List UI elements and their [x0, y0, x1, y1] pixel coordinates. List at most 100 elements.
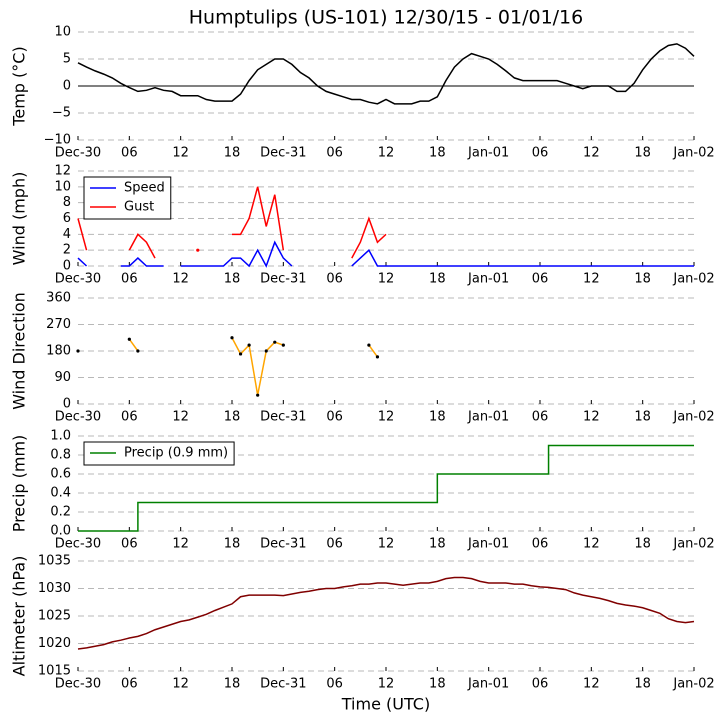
- y-tick-label: 0.6: [50, 467, 71, 482]
- x-tick-label: 12: [378, 146, 395, 161]
- x-tick-label: 12: [583, 537, 600, 552]
- y-tick-label: 4: [63, 227, 71, 242]
- y-tick-label: 0: [63, 79, 71, 94]
- x-tick-label: 18: [224, 146, 241, 161]
- series-line: [351, 248, 694, 267]
- series-line: [77, 43, 695, 105]
- y-tick-label: 0.8: [50, 448, 71, 463]
- x-tick-label: 18: [429, 537, 446, 552]
- x-tick-label: 18: [224, 677, 241, 692]
- x-tick-label: Jan-02: [672, 537, 714, 552]
- x-tick-label: Jan-02: [672, 272, 714, 287]
- legend-box: [83, 176, 172, 220]
- series-line: [128, 338, 139, 352]
- x-tick-label: 12: [172, 537, 189, 552]
- x-tick-label: 12: [172, 677, 189, 692]
- x-tick-label: 06: [326, 410, 343, 425]
- y-tick-label: 10: [54, 179, 71, 194]
- x-tick-label: Dec-30: [55, 272, 101, 287]
- x-tick-label: Jan-02: [672, 677, 714, 692]
- y-tick-label: 10: [54, 25, 71, 40]
- x-tick-label: Jan-01: [467, 410, 509, 425]
- x-tick-label: Dec-31: [260, 146, 306, 161]
- y-tick-label: 8: [63, 195, 71, 210]
- x-tick-label: 18: [634, 272, 651, 287]
- y-tick-label: 1015: [38, 664, 71, 679]
- x-tick-label: 06: [532, 677, 549, 692]
- legend: Speed Gust: [83, 176, 172, 220]
- x-tick-label: 06: [121, 537, 138, 552]
- legend-label: Gust: [124, 200, 154, 215]
- series-line: [120, 257, 164, 267]
- x-tick-label: 12: [172, 146, 189, 161]
- series-line: [128, 233, 156, 259]
- x-tick-label: 06: [326, 537, 343, 552]
- x-tick-label: Dec-31: [260, 677, 306, 692]
- series-line: [77, 576, 695, 650]
- x-tick-label: 06: [121, 410, 138, 425]
- x-tick-label: 12: [378, 272, 395, 287]
- series-line: [180, 240, 293, 268]
- x-tick-label: 12: [172, 272, 189, 287]
- series-line: [232, 186, 285, 251]
- x-tick-label: Jan-01: [467, 146, 509, 161]
- x-tick-label: Jan-01: [467, 677, 509, 692]
- data-point: [238, 352, 243, 356]
- legend-box: [83, 441, 235, 466]
- data-point: [127, 337, 131, 341]
- y-tick-label: 0: [63, 259, 71, 274]
- y-tick-label: 1025: [38, 609, 71, 624]
- x-tick-label: 12: [378, 677, 395, 692]
- x-tick-label: Jan-02: [672, 146, 714, 161]
- x-tick-label: Dec-30: [55, 410, 101, 425]
- x-tick-label: 12: [172, 410, 189, 425]
- y-axis-label: Temp (°C): [10, 46, 29, 126]
- x-tick-label: Dec-30: [55, 677, 101, 692]
- x-tick-label: Dec-30: [55, 146, 101, 161]
- legend-label: Precip (0.9 mm): [124, 446, 228, 461]
- x-tick-label: 18: [224, 272, 241, 287]
- data-point: [247, 343, 251, 347]
- x-tick-label: Dec-31: [260, 537, 306, 552]
- x-tick-label: 06: [121, 272, 138, 287]
- y-tick-label: 0: [63, 397, 71, 412]
- y-tick-label: −5: [52, 106, 71, 121]
- x-tick-label: 12: [378, 410, 395, 425]
- x-tick-label: 06: [532, 146, 549, 161]
- y-tick-label: −10: [44, 133, 71, 148]
- x-tick-label: Jan-02: [672, 410, 714, 425]
- x-tick-label: 12: [378, 537, 395, 552]
- x-tick-label: 18: [634, 537, 651, 552]
- y-tick-label: 0.4: [50, 486, 71, 501]
- x-tick-label: 12: [583, 677, 600, 692]
- series-line: [77, 257, 88, 267]
- data-point: [196, 248, 200, 252]
- data-point: [136, 349, 140, 353]
- x-axis-label: Time (UTC): [341, 695, 430, 714]
- y-tick-label: 360: [46, 291, 71, 306]
- x-tick-label: Dec-31: [260, 272, 306, 287]
- y-tick-label: 5: [63, 52, 71, 67]
- y-tick-label: 2: [63, 243, 71, 258]
- y-axis-label: Wind (mph): [10, 172, 29, 266]
- chart-title: Humptulips (US-101) 12/30/15 - 01/01/16: [189, 7, 584, 29]
- data-point: [230, 336, 234, 340]
- x-tick-label: Dec-31: [260, 410, 306, 425]
- data-point: [367, 343, 371, 347]
- x-tick-label: 18: [634, 677, 651, 692]
- y-tick-label: 270: [46, 317, 71, 332]
- x-tick-label: Jan-01: [467, 272, 509, 287]
- y-tick-label: 6: [63, 211, 71, 226]
- x-tick-label: 12: [583, 410, 600, 425]
- data-point: [256, 393, 260, 397]
- y-tick-label: 1035: [38, 554, 71, 569]
- x-tick-label: 18: [429, 146, 446, 161]
- x-tick-label: 18: [224, 537, 241, 552]
- series-line: [368, 344, 379, 358]
- series-line: [77, 218, 88, 251]
- x-tick-label: 06: [326, 272, 343, 287]
- y-tick-label: 1030: [38, 581, 71, 596]
- x-tick-label: 06: [532, 410, 549, 425]
- y-axis-label: Precip (mm): [10, 435, 29, 533]
